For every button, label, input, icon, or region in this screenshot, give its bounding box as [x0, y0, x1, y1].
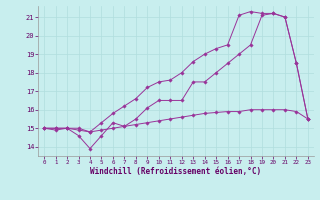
- X-axis label: Windchill (Refroidissement éolien,°C): Windchill (Refroidissement éolien,°C): [91, 167, 261, 176]
